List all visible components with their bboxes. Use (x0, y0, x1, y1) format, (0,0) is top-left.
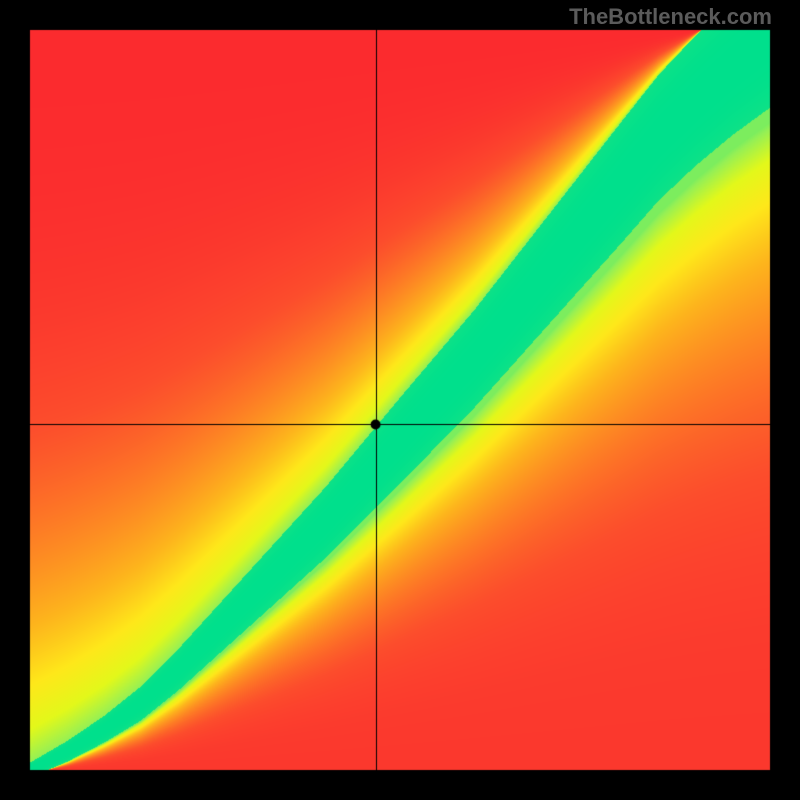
bottleneck-heatmap (0, 0, 800, 800)
watermark-text: TheBottleneck.com (569, 4, 772, 30)
chart-container: TheBottleneck.com (0, 0, 800, 800)
